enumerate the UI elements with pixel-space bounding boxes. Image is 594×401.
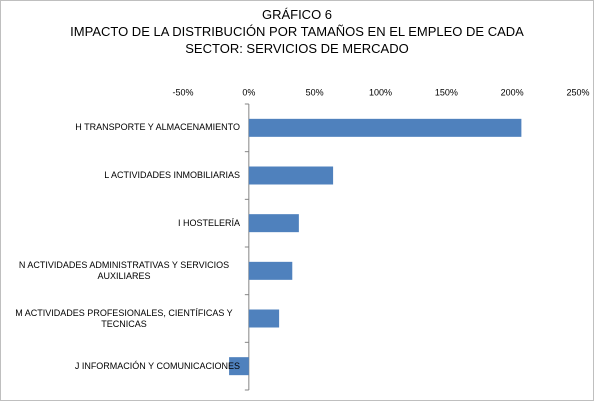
bar bbox=[248, 166, 334, 185]
y-tick-label: L ACTIVIDADES INMOBILIARIAS bbox=[8, 170, 240, 181]
category-text: J INFORMACIÓN Y COMUNICACIONES bbox=[74, 360, 240, 371]
x-tick-label: 100% bbox=[369, 87, 392, 97]
x-tick-label: 150% bbox=[435, 87, 458, 97]
y-tick-label: N ACTIVIDADES ADMINISTRATIVAS Y SERVICIO… bbox=[8, 260, 240, 282]
category-text: H TRANSPORTE Y ALMACENAMIENTO bbox=[75, 122, 240, 133]
category-text: N ACTIVIDADES ADMINISTRATIVAS Y SERVICIO… bbox=[18, 259, 230, 281]
y-tick-label: J INFORMACIÓN Y COMUNICACIONES bbox=[8, 361, 240, 372]
y-tick-label: M ACTIVIDADES PROFESIONALES, CIENTÍFICAS… bbox=[8, 308, 240, 330]
chart-title: GRÁFICO 6 bbox=[261, 7, 333, 22]
chart-subtitle: IMPACTO DE LA DISTRIBUCIÓN POR TAMAÑOS E… bbox=[70, 24, 524, 39]
x-tick-label: 0% bbox=[242, 87, 255, 97]
category-text: L ACTIVIDADES INMOBILIARIAS bbox=[104, 170, 240, 180]
category-text: M ACTIVIDADES PROFESIONALES, CIENTÍFICAS… bbox=[15, 307, 233, 329]
y-tick-label: I HOSTELERÍA bbox=[8, 218, 240, 229]
y-tick-label: H TRANSPORTE Y ALMACENAMIENTO bbox=[8, 122, 240, 133]
x-tick-label: -50% bbox=[172, 87, 193, 97]
bar bbox=[248, 309, 280, 328]
x-tick-label: 250% bbox=[566, 87, 589, 97]
x-tick-label: 50% bbox=[306, 87, 324, 97]
bar bbox=[248, 261, 293, 280]
bar bbox=[248, 214, 299, 233]
bar bbox=[229, 357, 249, 376]
bar bbox=[248, 118, 522, 137]
category-text: I HOSTELERÍA bbox=[177, 217, 240, 228]
chart-subtitle: SECTOR: SERVICIOS DE MERCADO bbox=[185, 41, 409, 56]
x-tick-label: 200% bbox=[501, 87, 524, 97]
